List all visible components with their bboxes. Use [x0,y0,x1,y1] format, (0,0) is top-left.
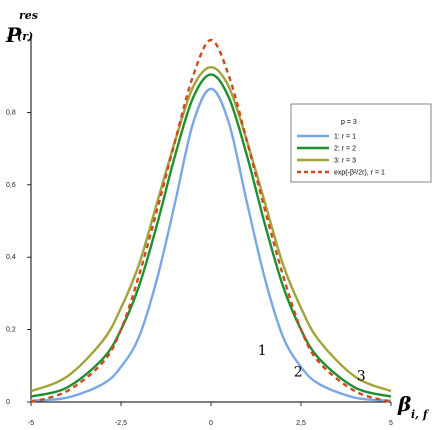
y-axis-title: P [5,23,22,47]
legend-box [290,103,432,183]
series-line-3 [30,65,392,393]
curve-label-3: 3 [357,368,366,384]
legend-label-2: 2: r = 2 [334,146,356,153]
ticks: -5 -2,5 0 2,5 5 0 0,2 0,4 0,6 0,8 1 [6,37,393,427]
curve-label-2: 2 [294,365,303,381]
axes [30,36,391,403]
x-tick-label: 2,5 [296,420,306,427]
x-axis-title: β [397,392,411,416]
x-tick-label: -5 [28,420,34,427]
y-tick-label: 0,6 [6,182,16,189]
y-tick-label: 0,2 [6,327,16,334]
y-tick-label: 1 [6,37,10,44]
curve-labels: 1 2 3 [258,343,366,384]
x-tick-label: 0 [209,420,213,427]
y-tick-label: 0 [6,399,10,406]
x-tick-label: 5 [389,420,393,427]
y-axis-title-sup: res [19,9,38,22]
series-line-1 [30,87,392,402]
y-axis-title-sub: (r) [17,30,33,43]
legend-label-1: 1: r = 1 [334,134,356,141]
curve-label-1: 1 [258,343,267,359]
series-line-4 [30,38,392,404]
legend-title: p = 3 [341,119,357,126]
legend-entries: 1: r = 1 2: r = 2 3: r = 3 exp(-β²/2r), r =… [297,134,385,177]
series-layer [30,38,392,404]
y-tick-label: 0,8 [6,109,16,116]
y-tick-label: 0,4 [6,254,16,261]
legend: p = 3 1: r = 1 2: r = 2 3: r = 3 exp(-β²/2r… [290,103,432,183]
legend-label-4: exp(-β²/2r), r = 1 [334,170,385,177]
legend-label-3: 3: r = 3 [334,158,356,165]
x-tick-label: -2,5 [115,420,127,427]
x-axis-title-sub: i, f [411,408,430,421]
